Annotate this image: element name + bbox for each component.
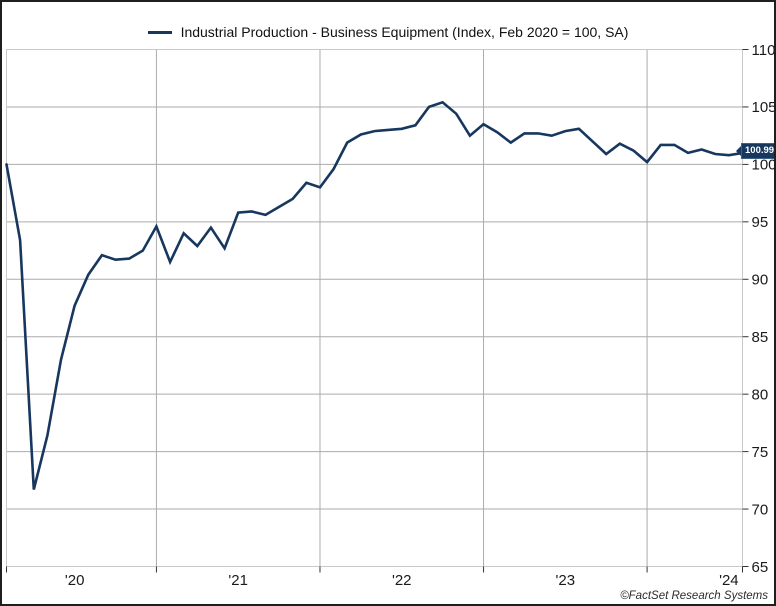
legend-line-swatch [147,30,172,34]
x-tick-label: '23 [556,572,576,589]
y-tick-label: 100 [752,157,776,174]
badge-value: 100.99 [741,143,774,159]
legend: Industrial Production - Business Equipme… [2,24,774,40]
x-tick-label: '20 [65,572,85,589]
y-tick-label: 110 [752,42,776,59]
y-tick-label: 70 [752,501,769,518]
x-tick-label: '21 [228,572,248,589]
x-tick-label: '22 [392,572,412,589]
copyright-credit: ©FactSet Research Systems [620,590,768,602]
legend-label: Industrial Production - Business Equipme… [180,24,629,40]
last-value-badge: 100.99 [736,143,774,159]
plot-border [6,49,743,567]
y-tick-label: 65 [752,559,769,576]
y-tick-label: 80 [752,386,769,403]
y-tick-label: 105 [752,99,776,116]
badge-arrow-icon [736,146,741,156]
series-line [5,100,744,490]
y-tick-label: 85 [752,329,769,346]
x-tick-label: '24 [719,572,739,589]
y-tick-label: 95 [752,214,769,231]
y-tick-label: 90 [752,272,769,289]
y-tick-label: 75 [752,444,769,461]
